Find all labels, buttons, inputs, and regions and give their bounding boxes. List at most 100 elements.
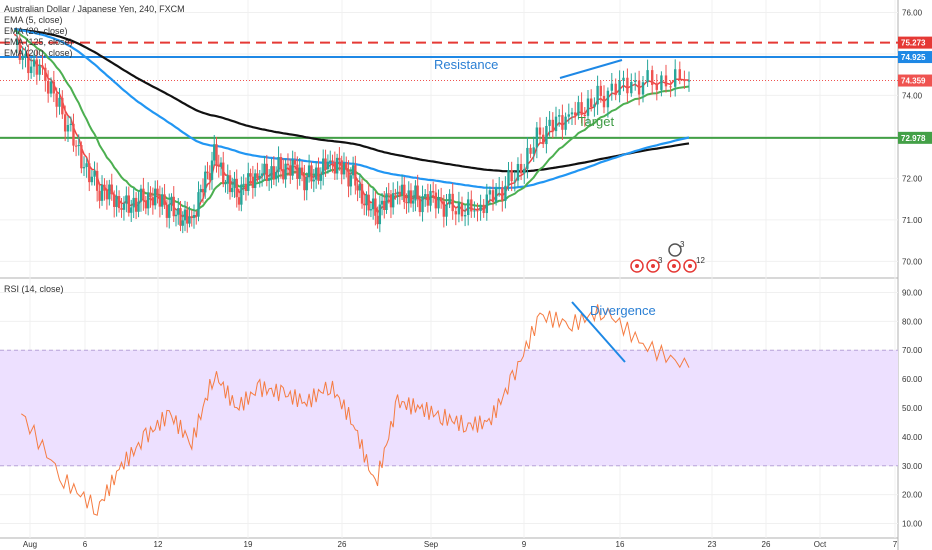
candle-body — [349, 175, 353, 187]
candle-body — [451, 193, 454, 212]
candle-body — [626, 77, 629, 94]
candle-body — [564, 116, 567, 130]
candle-body — [340, 160, 343, 175]
rsi-y-tick-label: 70.00 — [902, 346, 923, 355]
candle-body — [424, 194, 427, 197]
candle-body — [219, 162, 223, 167]
candle-body — [137, 201, 140, 212]
candle-body — [335, 157, 339, 174]
candle-body — [473, 210, 476, 212]
resistance-label: Resistance — [434, 57, 499, 72]
candle-body — [583, 114, 586, 116]
candle-body — [181, 220, 184, 226]
candle-body — [342, 162, 346, 175]
event-badge-icon — [668, 243, 682, 257]
y-tick-label: 72.00 — [902, 174, 923, 183]
candle-body — [445, 204, 448, 217]
rsi-legend: RSI (14, close) — [4, 284, 64, 295]
candle-body — [398, 191, 402, 195]
candle-body — [383, 200, 386, 210]
x-tick-label: Sep — [424, 540, 439, 549]
y-tick-label: 74.00 — [902, 91, 923, 100]
candle-body — [586, 98, 590, 116]
candle-body — [168, 204, 171, 218]
indicator-ema125[interactable]: EMA (125, close) — [4, 37, 73, 47]
candle-body — [664, 75, 668, 87]
candle-body — [192, 215, 196, 218]
candle-body — [409, 190, 413, 204]
candle-body — [421, 196, 424, 213]
candle-body — [144, 200, 148, 209]
candle-body — [296, 164, 299, 179]
rsi-y-tick-label: 60.00 — [902, 375, 923, 384]
candle-body — [265, 163, 268, 181]
candle-body — [593, 104, 596, 108]
candle-body — [442, 201, 446, 217]
price-tag-target-bg — [898, 131, 932, 144]
x-tick-label: 26 — [338, 540, 347, 549]
candle-body — [146, 192, 150, 209]
candle-body — [93, 170, 96, 177]
candle-body — [242, 183, 245, 185]
candle-body — [523, 168, 526, 174]
candle-body — [687, 80, 691, 82]
candle-body — [322, 158, 325, 175]
candle-body — [485, 194, 488, 214]
candle-body — [669, 86, 672, 88]
candle-body — [179, 208, 182, 226]
chart-title: Australian Dollar / Japanese Yen, 240, F… — [4, 4, 185, 14]
candle-body — [606, 90, 610, 108]
divergence-trendline — [571, 301, 626, 363]
candle-body — [49, 81, 53, 94]
price-tag-resistance: 74.925 — [901, 53, 926, 62]
candle-body — [535, 127, 539, 148]
event-badge-count: 3 — [680, 240, 685, 249]
candle-body — [307, 165, 311, 178]
candle-body — [224, 183, 227, 185]
indicator-ema20[interactable]: EMA (20, close) — [4, 26, 68, 36]
candle-body — [263, 163, 266, 174]
candle-body — [127, 195, 130, 213]
candle-body — [32, 59, 36, 67]
rsi-band — [0, 350, 898, 466]
candle-body — [454, 211, 457, 215]
candle-body — [244, 183, 248, 191]
candle-body — [394, 193, 397, 195]
candle-body — [674, 69, 677, 87]
candle-body — [222, 162, 225, 184]
candle-body — [400, 184, 404, 195]
candle-body — [360, 183, 364, 204]
candle-body — [529, 147, 532, 154]
target-label: Target — [578, 114, 615, 129]
candle-body — [618, 80, 621, 95]
candle-body — [317, 167, 320, 181]
candle-body — [237, 197, 241, 205]
candle-body — [38, 65, 41, 75]
candle-body — [651, 70, 654, 85]
candle-body — [498, 187, 501, 189]
candle-body — [66, 125, 70, 132]
candle-body — [15, 39, 19, 45]
candle-body — [130, 207, 133, 213]
indicator-ema200[interactable]: EMA (200, close) — [4, 48, 73, 58]
candle-body — [369, 209, 373, 211]
candle-body — [426, 194, 430, 206]
candle-body — [125, 195, 128, 204]
candle-body — [82, 167, 86, 169]
candle-body — [376, 215, 379, 225]
candle-body — [35, 59, 39, 75]
candle-body — [256, 173, 259, 179]
x-tick-label: Aug — [23, 540, 37, 549]
candle-body — [231, 187, 234, 193]
candle-body — [646, 70, 649, 83]
candle-body — [226, 175, 229, 184]
candle-body — [61, 97, 64, 115]
candle-body — [289, 165, 292, 176]
candle-body — [260, 173, 264, 176]
rsi-label[interactable]: RSI (14, close) — [4, 284, 64, 294]
x-tick-label: 6 — [83, 540, 88, 549]
indicator-ema5[interactable]: EMA (5, close) — [4, 15, 63, 25]
candle-body — [448, 193, 451, 205]
candle-body — [139, 188, 143, 202]
candle-body — [204, 171, 207, 193]
